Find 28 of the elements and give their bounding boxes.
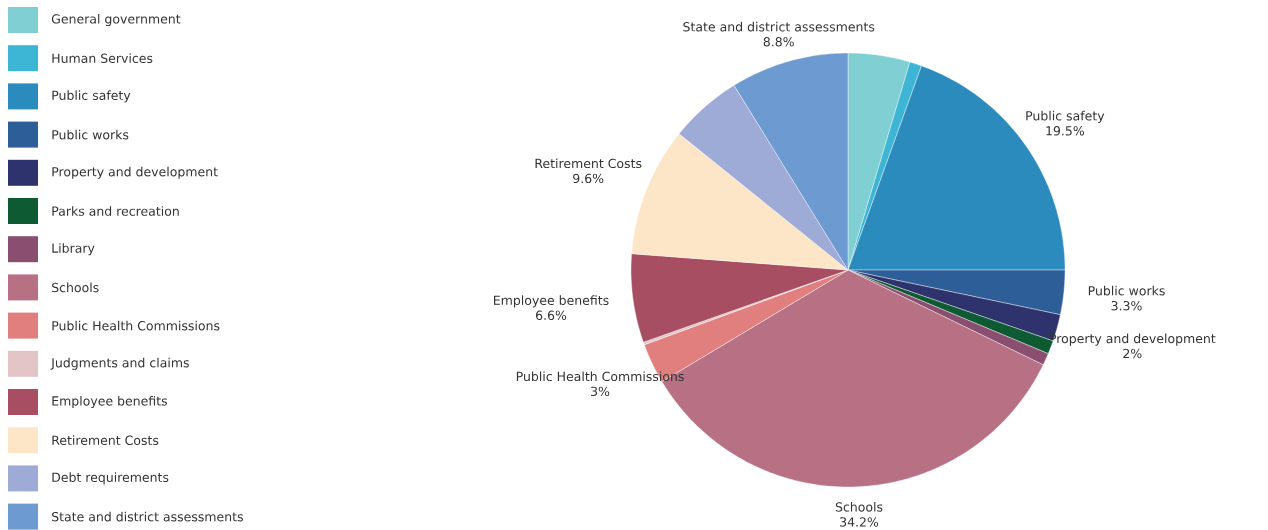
data-label: 19.5% xyxy=(1046,126,1085,136)
legend-label: Parks and recreation xyxy=(52,206,179,216)
legend-label: Schools xyxy=(52,282,99,293)
data-label: 6.6% xyxy=(535,310,567,321)
slice-label: State and district assessments xyxy=(683,21,875,32)
data-label: 3% xyxy=(591,386,610,397)
legend-label: Retirement Costs xyxy=(52,435,159,446)
legend-label: Public works xyxy=(52,129,129,140)
legend-label: Property and development xyxy=(52,166,218,179)
legend-label: Judgments and claims xyxy=(50,357,189,370)
legend-label: Library xyxy=(52,243,95,256)
legend-label: Human Services xyxy=(52,53,153,64)
data-label: 8.8% xyxy=(763,37,794,47)
data-label: 2% xyxy=(1123,348,1142,359)
slice-label: Employee benefits xyxy=(494,295,609,308)
slice-label: Schools xyxy=(835,502,883,512)
slice-label: Public works xyxy=(1088,285,1165,296)
data-label: 3.3% xyxy=(1111,301,1142,311)
slice-label: Retirement Costs xyxy=(535,158,642,169)
legend-label: Employee benefits xyxy=(52,395,167,409)
legend-label: State and district assessments xyxy=(52,511,243,522)
slice-label: Public safety xyxy=(1026,110,1105,123)
data-label: 9.6% xyxy=(573,173,604,184)
legend-label: Public Health Commissions xyxy=(52,320,220,331)
legend-label: Debt requirements xyxy=(52,472,169,485)
legend-label: Public safety xyxy=(52,90,131,103)
legend-label: General government xyxy=(51,13,181,27)
data-label: 34.2% xyxy=(840,517,879,527)
